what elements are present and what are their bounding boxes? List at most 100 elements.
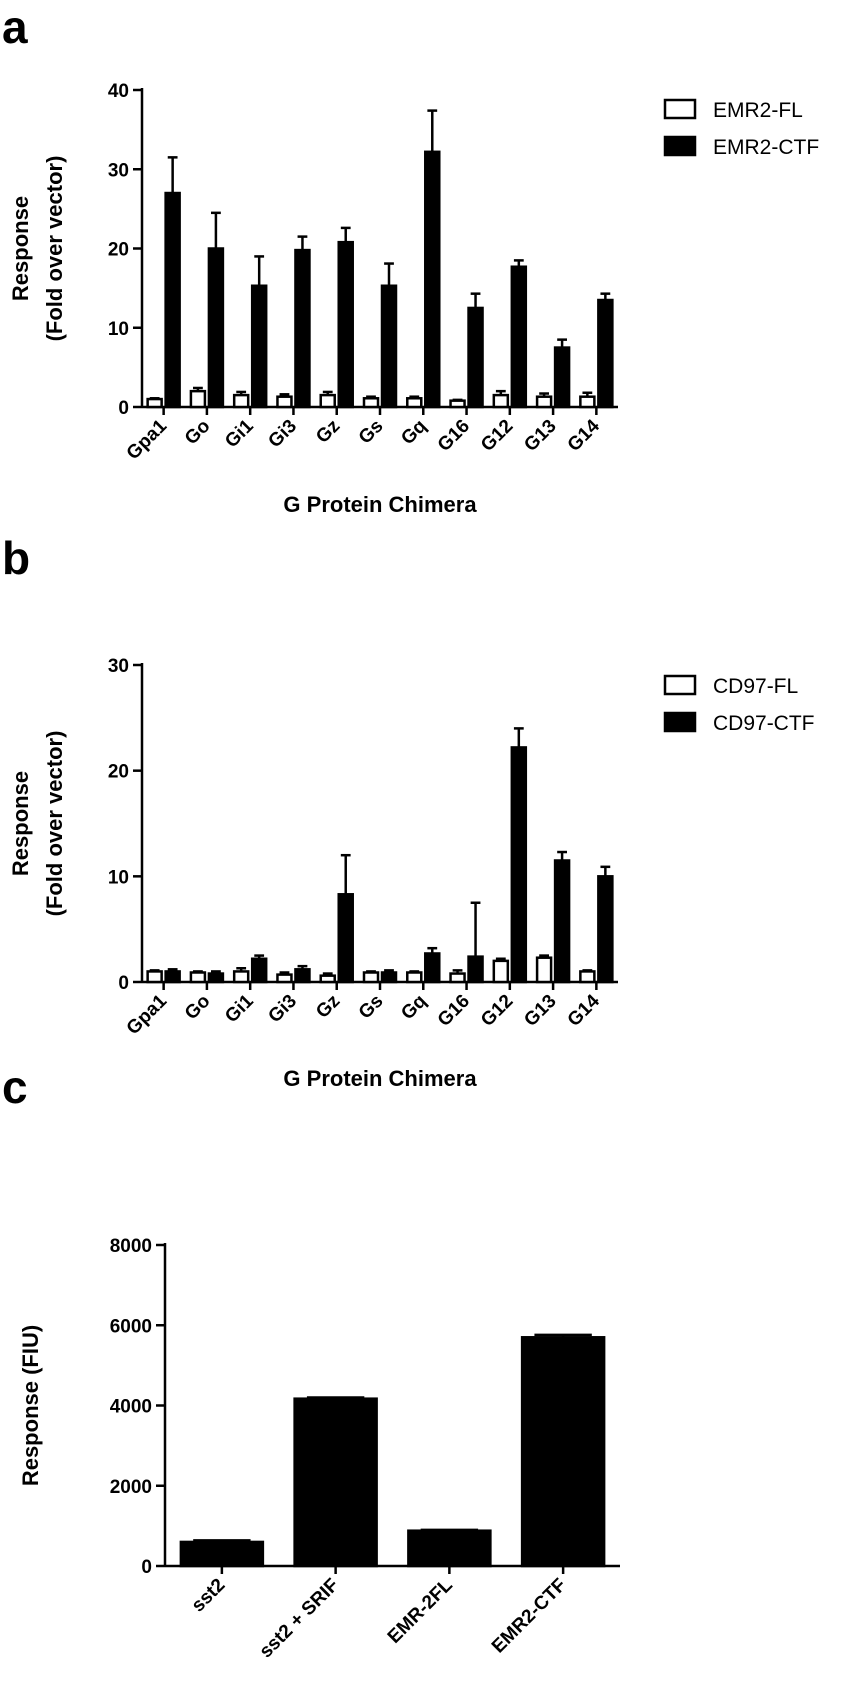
chart2-bar <box>424 952 441 984</box>
chart1-bar <box>579 395 596 409</box>
chart2-legend-label: CD97-CTF <box>713 712 815 735</box>
chart1-bar <box>250 284 268 409</box>
chart2-bar <box>579 970 596 984</box>
chart1-x-tick-label: G14 <box>564 415 605 456</box>
chart1-y-tick-label: 30 <box>108 160 129 181</box>
chart2-bar <box>597 875 614 984</box>
chart1-x-tick-label: Gi1 <box>221 415 258 452</box>
chart1-x-tick-label: Gq <box>397 416 431 450</box>
chart2-bar <box>535 956 553 984</box>
chart2-legend-label: CD97-FL <box>713 675 798 698</box>
chart2-bar <box>553 859 571 984</box>
panel-c-label: c <box>2 1061 28 1113</box>
chart3-x-tick-label: sst2 <box>188 1575 230 1617</box>
chart2-y-tick-label: 30 <box>108 656 129 677</box>
chart1-x-tick-label: Go <box>181 416 215 450</box>
chart1-bar <box>424 150 441 409</box>
chart2-y-tick-label: 20 <box>108 762 129 783</box>
chart1-y-tick-label: 10 <box>108 319 129 340</box>
chart1-x-tick-label: Gz <box>312 416 344 448</box>
chart2-x-axis-title: G Protein Chimera <box>283 1066 477 1091</box>
chart1-bar <box>146 397 163 409</box>
chart1-bar <box>362 397 380 409</box>
chart3-y-tick-label: 0 <box>141 1557 152 1578</box>
chart2-bar <box>294 968 311 984</box>
chart2-x-tick-label: Gz <box>312 991 344 1023</box>
chart1-bar <box>535 395 553 409</box>
panel-b-label: b <box>2 532 31 584</box>
chart2-bar <box>406 971 423 984</box>
chart2-bar <box>380 971 398 984</box>
chart3-y-tick-label: 6000 <box>110 1316 152 1337</box>
chart2-bar <box>319 974 336 984</box>
chart2-bar <box>207 972 225 984</box>
chart1-x-tick-label: Gs <box>355 416 388 449</box>
chart1-bar <box>232 393 250 409</box>
chart1-bar <box>319 393 336 409</box>
chart1-y-tick-label: 0 <box>118 398 129 419</box>
chart3-x-tick-label: sst2 + SRIF <box>256 1575 344 1663</box>
chart2-legend-swatch <box>663 674 697 696</box>
chart2-x-tick-label: Gq <box>397 991 431 1025</box>
panel-a-label: a <box>2 1 28 53</box>
chart3-bar <box>293 1397 378 1568</box>
chart3-bar <box>407 1529 492 1568</box>
chart2-bar <box>492 959 510 984</box>
chart1-bar <box>294 248 311 409</box>
chart1-bar <box>337 240 354 409</box>
chart1-bar <box>467 306 484 409</box>
chart3-y-tick-label: 4000 <box>110 1397 152 1418</box>
chart1-bar <box>380 284 398 409</box>
chart1-bar <box>553 346 571 409</box>
chart1-y-axis-title: Response <box>8 196 33 301</box>
chart3-bar <box>520 1336 606 1568</box>
chart1-bar <box>449 399 466 409</box>
chart2-y-tick-label: 0 <box>118 973 129 994</box>
chart1-bar <box>510 265 528 409</box>
chart1-legend-swatch <box>663 135 697 157</box>
chart2-bar <box>276 973 293 984</box>
chart1-x-tick-label: G16 <box>434 416 474 456</box>
chart3-y-tick-label: 2000 <box>110 1477 152 1498</box>
chart1-legend-label: EMR2-CTF <box>713 136 819 159</box>
chart2-x-tick-label: Gpa1 <box>123 990 172 1039</box>
chart1-y-tick-label: 20 <box>108 240 129 261</box>
chart1-bar <box>406 397 423 409</box>
chart2-bar <box>510 746 528 984</box>
chart2-bar <box>146 970 163 984</box>
chart1-x-axis-title: G Protein Chimera <box>283 492 477 517</box>
chart2-bar <box>232 970 250 984</box>
chart3-bar <box>179 1540 265 1568</box>
chart1-y-axis-title: (Fold over vector) <box>42 156 67 342</box>
chart2-bar <box>250 957 268 984</box>
chart2-y-axis-title: Response <box>8 771 33 876</box>
chart1-x-tick-label: G13 <box>520 416 560 456</box>
chart2-bar <box>337 893 354 984</box>
chart2-x-tick-label: Gi3 <box>264 991 301 1028</box>
chart2-bar <box>467 955 484 984</box>
chart2-bar <box>362 971 380 984</box>
chart1-legend-swatch <box>663 98 697 120</box>
chart1-x-tick-label: Gpa1 <box>123 415 172 464</box>
chart2-y-axis-title: (Fold over vector) <box>42 731 67 917</box>
chart1-y-tick-label: 40 <box>108 81 129 102</box>
chart1-bar <box>492 393 510 409</box>
chart1-legend-label: EMR2-FL <box>713 99 803 122</box>
chart1-bar <box>207 247 225 409</box>
chart3-y-axis-title: Response (FIU) <box>18 1325 43 1486</box>
chart2-x-tick-label: G12 <box>477 991 517 1031</box>
chart2-x-tick-label: Gi1 <box>221 990 258 1027</box>
chart2-x-tick-label: G14 <box>564 990 605 1031</box>
chart3-y-tick-label: 8000 <box>110 1236 152 1257</box>
chart2-y-tick-label: 10 <box>108 867 129 888</box>
chart2-legend-swatch <box>663 711 697 733</box>
chart1-bar <box>164 191 181 409</box>
chart1-bar <box>276 395 293 409</box>
chart1-x-tick-label: Gi3 <box>264 416 301 453</box>
chart1-bar <box>189 389 207 409</box>
chart3-x-tick-label: EMR-2FL <box>384 1574 457 1647</box>
chart2-bar <box>189 971 207 984</box>
chart2-x-tick-label: Go <box>181 991 215 1025</box>
chart1-x-tick-label: G12 <box>477 416 517 456</box>
